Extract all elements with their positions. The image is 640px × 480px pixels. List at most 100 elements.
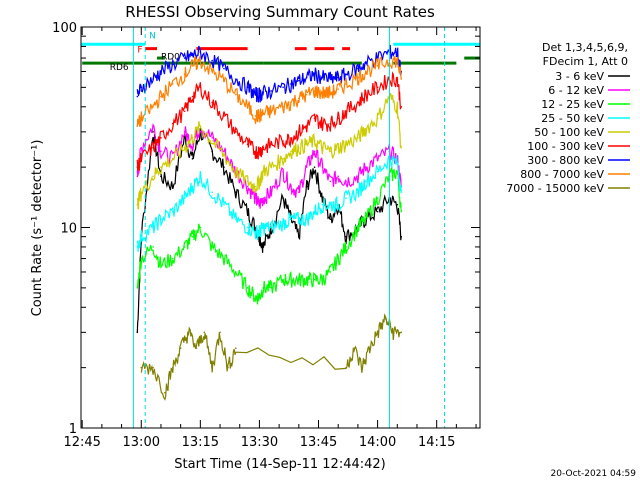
data-point [136,331,139,334]
data-point [400,331,403,334]
data-point [234,191,237,193]
data-point [171,158,174,160]
data-point [160,218,162,221]
data-point [364,70,367,73]
data-point [262,197,265,200]
data-point [368,347,371,350]
data-point [313,166,316,168]
x-axis-label: Start Time (14-Sep-11 12:44:42) [174,457,385,472]
data-point [357,76,359,79]
data-point [376,210,379,213]
data-point [152,366,154,369]
data-point [254,197,257,200]
data-point [305,185,308,188]
data-point [313,117,316,120]
flag-label: RD0 [161,53,180,63]
data-point [290,218,292,221]
data-point [223,203,225,206]
data-point [262,287,265,289]
data-point [282,86,284,89]
data-point [345,143,347,146]
data-point [345,180,347,183]
data-point [258,296,261,298]
data-point [246,105,249,108]
data-point [171,63,174,66]
x-tick-label: 13:15 [182,435,219,450]
data-point [234,78,237,80]
data-point [171,257,174,260]
data-point [337,175,340,178]
legend-entry-label: 25 - 50 keV [541,112,604,125]
data-point [140,257,143,260]
data-point [305,125,308,128]
data-point [152,226,154,229]
data-point [364,128,367,130]
data-point [246,287,249,289]
data-point [140,235,143,238]
x-tick-label: 12:45 [63,435,100,450]
data-point [329,122,332,125]
data-point [337,257,340,260]
data-point [152,175,154,178]
data-point [211,150,213,153]
data-point [329,271,332,273]
chart-title: RHESSI Observing Summary Count Rates [125,3,435,21]
data-point [321,146,324,149]
series-line-6 [136,44,402,103]
data-point [396,203,399,206]
data-point [329,91,332,94]
y-axis-label: Count Rate (s⁻¹ detector⁻¹) [30,140,45,317]
data-point [171,185,174,188]
data-point [136,125,139,128]
data-point [140,158,143,160]
data-point [246,226,249,229]
data-point [160,95,162,98]
data-point [313,73,316,76]
data-point [376,65,379,67]
data-point [262,146,265,149]
data-point [357,175,359,178]
data-point [357,137,359,139]
data-point [254,231,257,233]
data-point [258,231,261,233]
data-point [270,226,273,229]
data-point [396,59,399,62]
data-point [191,65,194,67]
data-point [313,140,316,142]
data-point [187,331,190,334]
data-point [298,278,300,281]
data-point [199,125,202,128]
data-point [282,105,284,108]
data-point [321,122,324,125]
data-point [345,197,347,200]
data-point [223,115,225,117]
data-point [298,146,300,149]
data-point [183,57,186,59]
data-point [199,51,202,53]
data-point [345,235,347,238]
x-tick-label: 13:45 [300,435,337,450]
data-point [396,162,399,164]
flag-label: RD6 [110,63,129,73]
data-point [246,86,249,89]
data-point [298,218,300,221]
data-point [183,73,186,76]
data-point [254,93,257,96]
data-point [329,78,332,80]
data-point [270,166,273,168]
data-point [376,86,379,89]
data-point [152,78,154,80]
data-point [211,70,213,73]
data-point [223,67,225,70]
data-point [234,271,237,273]
data-point [364,218,367,221]
data-point [329,218,332,221]
data-point [211,191,213,193]
y-tick-label: 1 [69,422,77,437]
data-point [364,166,367,168]
legend-entry-label: 50 - 100 keV [534,126,604,139]
data-point [234,347,237,350]
data-point [183,197,186,200]
data-point [160,166,162,168]
data-point [258,180,261,183]
